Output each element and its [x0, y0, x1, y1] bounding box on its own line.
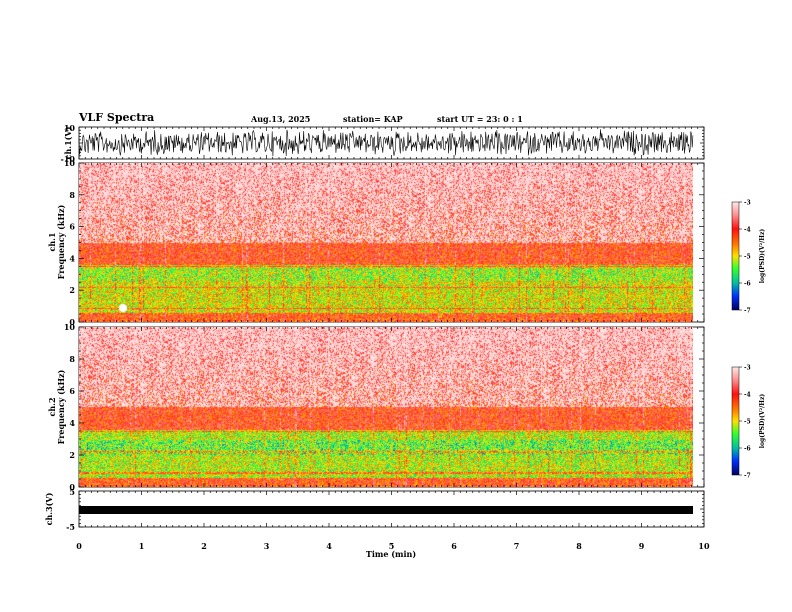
- x-tick-label: 3: [264, 541, 270, 551]
- colorbar-tick-label: -6: [744, 281, 751, 288]
- x-tick-label: 2: [201, 541, 207, 551]
- colorbar-tick-label: -7: [744, 473, 751, 480]
- x-axis-label: Time (min): [366, 549, 416, 559]
- y-tick-label: 10: [64, 322, 76, 332]
- y-tick-label: 4: [69, 418, 75, 428]
- colorbar-tick-label: -5: [744, 419, 751, 426]
- y-tick-label: -5: [66, 522, 75, 532]
- x-tick-label: 5: [389, 541, 395, 551]
- y-tick-label: 5: [69, 487, 75, 497]
- x-tick-label: 7: [514, 541, 520, 551]
- chart-title: VLF Spectra: [79, 111, 155, 124]
- ch3-waveform-band: [79, 506, 693, 514]
- y-tick-label: 10: [64, 158, 76, 168]
- colorbar-tick-label: -6: [744, 446, 751, 453]
- x-tick-label: 9: [639, 541, 645, 551]
- ch1-colorbar: [731, 201, 740, 311]
- ch1-spectrogram-ylabel-freq: Frequency (kHz): [56, 204, 66, 279]
- y-tick-label: 0: [69, 482, 75, 492]
- x-tick-label: 0: [76, 541, 82, 551]
- y-tick-label: 2: [69, 450, 75, 460]
- ch2-colorbar: [731, 366, 740, 476]
- ch2-spectrogram-image: [79, 327, 693, 487]
- x-tick-label: 10: [698, 541, 710, 551]
- y-tick-label: 10: [64, 123, 76, 133]
- y-tick-label: 8: [69, 354, 75, 364]
- colorbar-tick-label: -3: [744, 200, 751, 207]
- colorbar-tick-label: -4: [744, 227, 751, 234]
- y-tick-label: 8: [69, 190, 75, 200]
- ch1-waveform-line: [78, 129, 694, 157]
- ch3-waveform-ylabel: ch.3(V): [44, 492, 54, 525]
- start-time-label: start UT = 23: 0 : 1: [437, 114, 523, 124]
- station-label: station= KAP: [343, 114, 403, 124]
- ch2-colorbar-label: log(PSD)(V²/Hz): [759, 394, 766, 449]
- y-tick-label: 2: [69, 285, 75, 295]
- y-tick-label: 4: [69, 253, 75, 263]
- ch1-waveform-ylabel: ch.1(V): [63, 126, 73, 159]
- ch1-spectrogram-image: [79, 163, 693, 322]
- x-tick-label: 6: [451, 541, 457, 551]
- date-label: Aug.13, 2025: [251, 114, 311, 124]
- y-tick-label: 0: [69, 317, 75, 327]
- y-tick-label: 6: [69, 386, 75, 396]
- y-tick-label: -10: [61, 154, 76, 164]
- x-tick-label: 4: [326, 541, 332, 551]
- ch1-colorbar-label: log(PSD)(V²/Hz): [759, 229, 766, 284]
- x-tick-label: 1: [139, 541, 145, 551]
- colorbar-tick-label: -3: [744, 365, 751, 372]
- ch1-spectrogram-ylabel-channel: ch.1: [47, 232, 57, 251]
- colorbar-tick-label: -7: [744, 308, 751, 315]
- x-tick-label: 8: [576, 541, 582, 551]
- y-tick-label: 6: [69, 222, 75, 232]
- ch2-spectrogram-ylabel-channel: ch.2: [47, 397, 57, 416]
- colorbar-tick-label: -4: [744, 392, 751, 399]
- colorbar-tick-label: -5: [744, 254, 751, 261]
- ch2-spectrogram-ylabel-freq: Frequency (kHz): [56, 369, 66, 444]
